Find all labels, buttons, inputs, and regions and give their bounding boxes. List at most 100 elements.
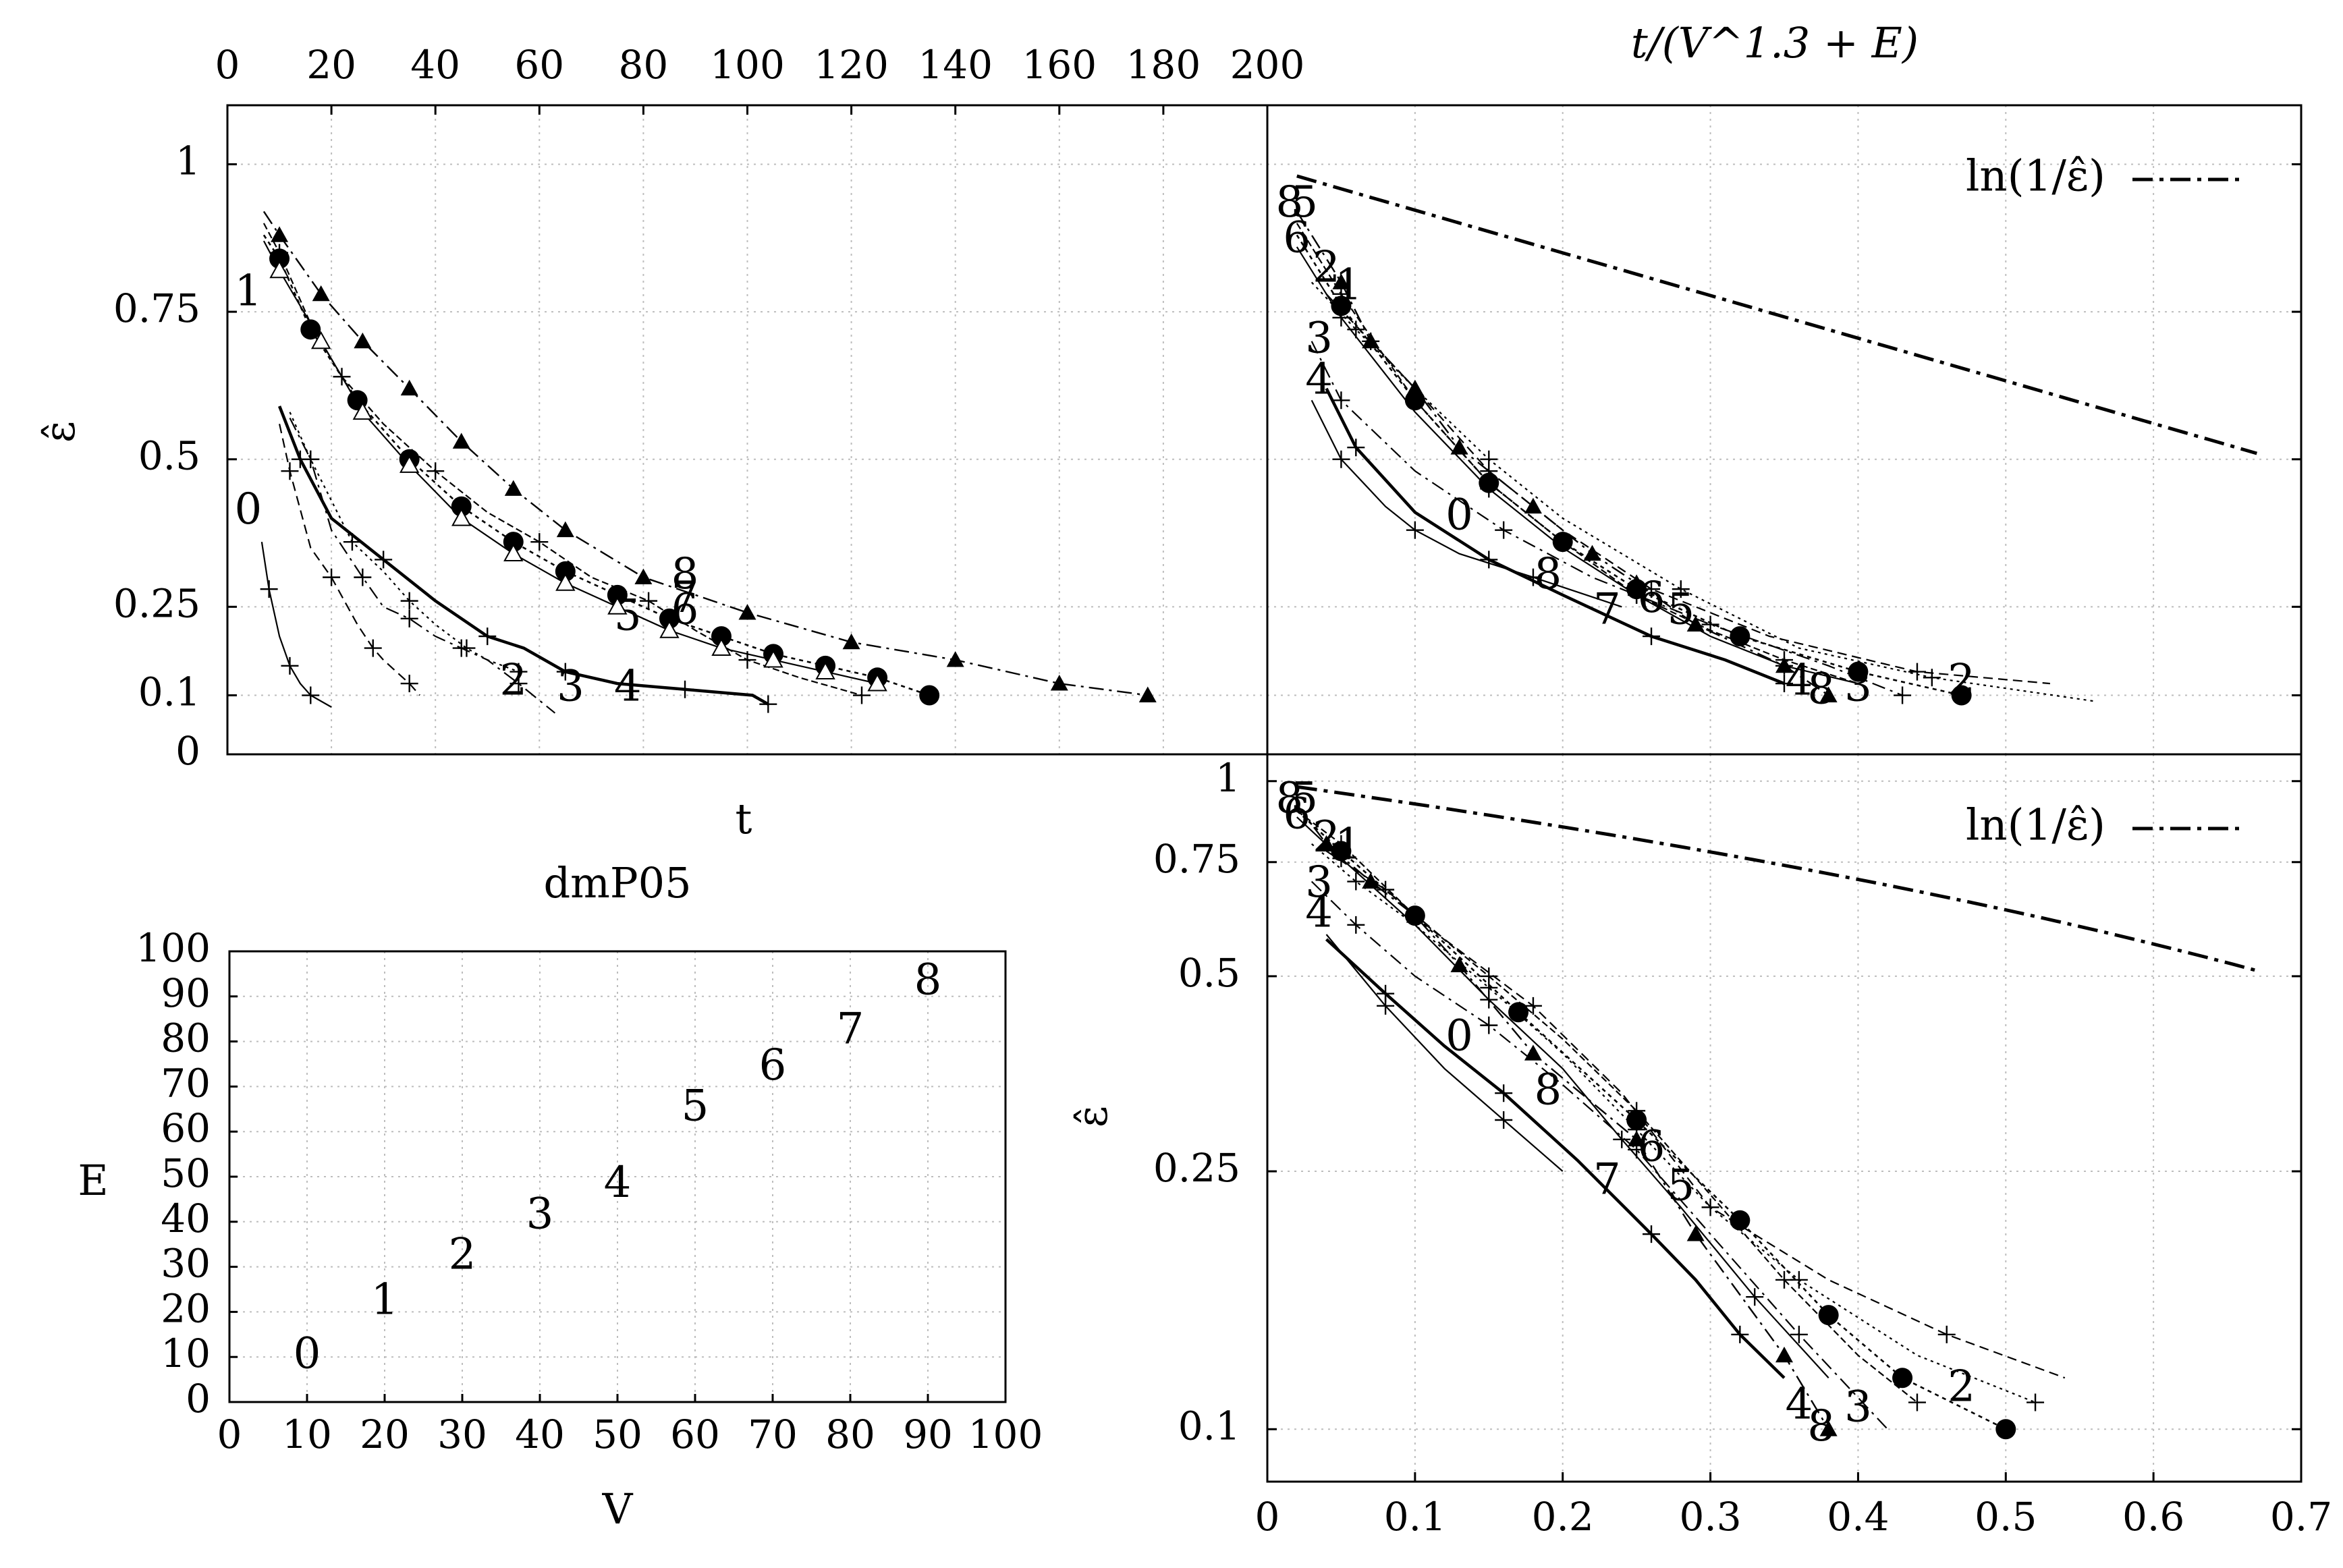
- panel-bottom-left: 0 10 20 30 40 50 60 70 80 90 100010203040506070809…: [78, 858, 1043, 1534]
- y-tick-label: 0.1: [138, 669, 200, 715]
- series-7-line: [263, 240, 878, 685]
- curve-number-label: 6: [1638, 1121, 1665, 1171]
- series-3-marker: [1495, 521, 1513, 539]
- series-8-label: 8: [1534, 1065, 1562, 1115]
- series-6-marker: [503, 532, 524, 553]
- scatter-point-label: 3: [526, 1189, 554, 1239]
- series-5-marker: [530, 533, 549, 551]
- series-8-marker: [1775, 656, 1793, 673]
- scatter-point-label: 4: [604, 1158, 632, 1208]
- plot-frame: [1266, 753, 2303, 1483]
- series-8-marker: [1628, 574, 1646, 590]
- series-6-marker: [1951, 685, 1972, 706]
- x-tick-label: 0.3: [1679, 1494, 1741, 1540]
- series-7-marker: [815, 661, 835, 679]
- curve-number-label: 8: [1807, 665, 1835, 715]
- y-tick-label: 90: [161, 970, 211, 1016]
- series-2-marker: [1480, 450, 1498, 468]
- series-3-line: [1311, 341, 1903, 696]
- series-3-marker: [354, 568, 372, 586]
- series-4-marker: [1731, 1325, 1749, 1343]
- x-tick-label: 120: [814, 42, 889, 88]
- x-tick-label: 0: [215, 42, 240, 88]
- x-tick-label: 100: [710, 42, 785, 88]
- series-8-marker: [1362, 872, 1380, 889]
- series-8-marker: [842, 633, 860, 650]
- series-7-marker: [269, 260, 290, 279]
- series-7-line: [1296, 816, 1829, 1378]
- series-4-marker: [478, 627, 497, 646]
- series-4-marker: [1480, 551, 1498, 569]
- series-8-marker: [1583, 544, 1601, 561]
- series-8-marker: [1819, 1420, 1838, 1436]
- scatter-point-label: 5: [682, 1081, 709, 1131]
- series-0-marker: [1495, 1111, 1513, 1129]
- series-8-marker: [271, 226, 289, 242]
- series-1-marker: [364, 639, 382, 657]
- series-4-marker: [759, 695, 777, 713]
- series-8-marker: [1450, 439, 1468, 455]
- series-6-marker: [711, 626, 732, 647]
- x-tick-label: 0.4: [1827, 1494, 1889, 1540]
- series-6-marker: [1818, 1305, 1839, 1326]
- series-7-marker: [659, 620, 680, 638]
- series-2-marker: [1790, 1270, 1808, 1289]
- curve-number-label: 3: [1844, 1382, 1872, 1432]
- series-4-marker: [1643, 1225, 1661, 1243]
- x-tick-label: 10: [282, 1411, 332, 1457]
- series-8-marker: [504, 480, 522, 496]
- x-tick-label: 90: [903, 1411, 953, 1457]
- series-7-marker: [1746, 1288, 1764, 1306]
- series-4-line: [1325, 387, 1785, 685]
- series-6-marker: [1730, 1210, 1751, 1231]
- series-0-marker: [281, 656, 299, 675]
- x-tick-label: 20: [306, 42, 356, 88]
- scatter-point-label: 0: [294, 1329, 321, 1379]
- series-8-marker: [1819, 686, 1838, 702]
- y-tick-label: 40: [161, 1196, 211, 1241]
- legend-label: ln(1/ε̂): [1966, 152, 2105, 202]
- series-6-marker: [555, 561, 576, 582]
- series-1-line: [279, 424, 420, 696]
- series-8-line: [1296, 804, 1829, 1430]
- series-5-label: 5: [1290, 177, 1318, 227]
- series-4-marker: [1495, 1084, 1513, 1102]
- series-1-line: [1325, 293, 2050, 685]
- series-1-marker: [1524, 997, 1542, 1015]
- x-tick-label: 0.2: [1532, 1494, 1594, 1540]
- series-4-marker: [1347, 439, 1365, 457]
- x-axis-label: V: [602, 1484, 634, 1534]
- y-tick-label: 0.5: [1178, 950, 1240, 996]
- series-3-marker: [452, 639, 470, 657]
- x-tick-label: 70: [748, 1411, 798, 1457]
- series-7-label: 7: [1593, 1155, 1621, 1205]
- series-6-label: 6: [1283, 213, 1311, 263]
- x-axis-label: t: [736, 794, 752, 843]
- series-1-marker: [400, 675, 418, 693]
- series-8-marker: [452, 432, 470, 449]
- y-tick-label: 70: [161, 1060, 211, 1106]
- series-6-marker: [1995, 1419, 2016, 1440]
- curve-number-label: 8: [1275, 177, 1303, 227]
- series-4-marker: [291, 450, 309, 468]
- y-tick-label: 50: [161, 1150, 211, 1196]
- series-3-marker: [400, 609, 418, 627]
- series-0-marker: [1332, 450, 1350, 468]
- series-2-line: [1311, 843, 2036, 1403]
- series-8-marker: [1524, 497, 1542, 514]
- series-7-marker: [352, 401, 373, 420]
- series-1-marker: [1908, 663, 1926, 681]
- curve-number-label: 4: [1786, 656, 1813, 706]
- x-tick-label: 20: [360, 1411, 410, 1457]
- series-3-marker: [1332, 391, 1350, 410]
- x-tick-label: 60: [670, 1411, 720, 1457]
- x-tick-label: 40: [410, 42, 460, 88]
- series-8-marker: [1450, 956, 1468, 972]
- series-1-marker: [1937, 1325, 1956, 1343]
- series-7-label: 7: [1593, 585, 1621, 635]
- y-tick-label: 0.75: [113, 285, 200, 331]
- series-6-marker: [1848, 661, 1869, 682]
- x-tick-label: 50: [592, 1411, 642, 1457]
- curve-number-label: 4: [1786, 1380, 1813, 1430]
